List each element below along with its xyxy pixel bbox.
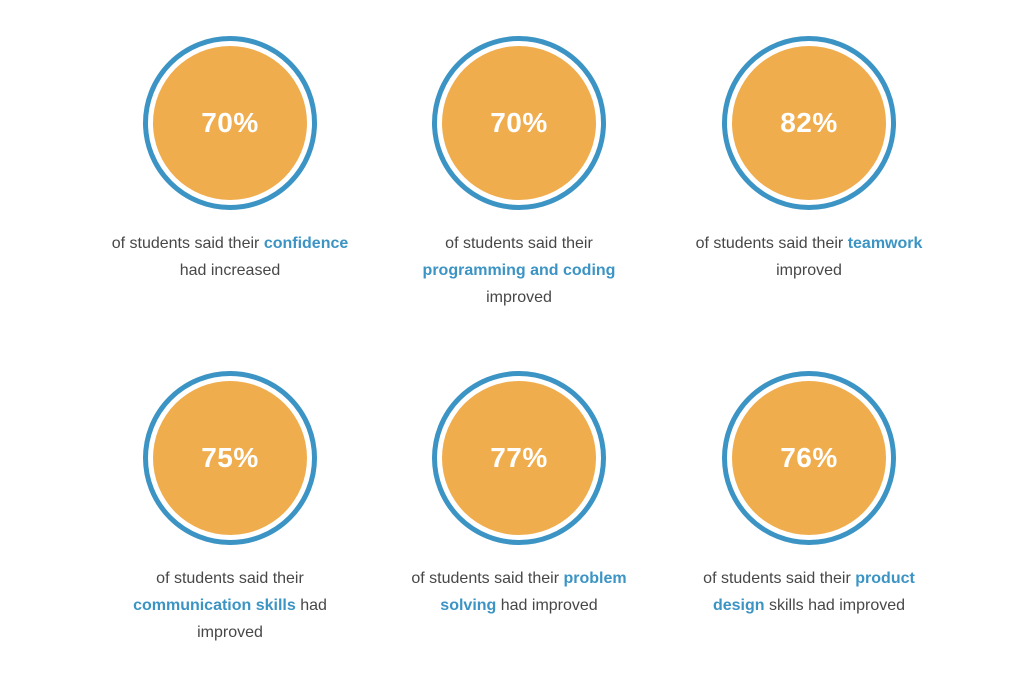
stat-description: of students said their problem solving ha… [369,565,669,619]
description-line: solving had improved [369,592,669,619]
highlight-text: problem [563,570,627,587]
stat-circle: 76% [722,371,896,545]
description-text: of students said their [156,570,304,587]
stat-disc: 82% [732,46,886,200]
description-text: improved [486,289,552,306]
stat-circle: 75% [143,371,317,545]
description-line: design skills had improved [659,592,959,619]
description-text: of students said their [111,235,264,252]
stat-disc: 76% [732,381,886,535]
stat-description: of students said their teamwork improved [659,230,959,284]
stat-description: of students said their communication skil… [80,565,380,646]
description-text: of students said their [695,235,848,252]
description-text: of students said their [703,570,856,587]
stat-disc: 70% [442,46,596,200]
description-line: improved [659,257,959,284]
stat-percentage: 70% [201,107,259,138]
highlight-text: confidence [263,235,349,252]
description-text: improved [776,262,842,279]
description-text: had [295,597,327,614]
description-line: programming and coding [369,257,669,284]
highlight-text: programming and coding [422,262,616,279]
stat-disc: 75% [153,381,307,535]
stat-percentage: 76% [780,442,838,473]
highlight-text: teamwork [847,235,923,252]
description-text: improved [197,624,263,641]
description-line: of students said their [369,230,669,257]
stat-circle: 77% [432,371,606,545]
description-text: had improved [496,597,598,614]
stat-description: of students said their programming and co… [369,230,669,311]
description-line: had increased [80,257,380,284]
description-text: of students said their [445,235,593,252]
description-line: of students said their [80,565,380,592]
description-text: had increased [179,262,281,279]
stat-description: of students said their product design ski… [659,565,959,619]
description-line: of students said their confidence [80,230,380,257]
description-line: communication skills had [80,592,380,619]
description-text: of students said their [411,570,564,587]
stat-disc: 70% [153,46,307,200]
highlight-text: communication skills [133,597,296,614]
highlight-text: product [855,570,915,587]
stat-circle: 82% [722,36,896,210]
stat-circle: 70% [143,36,317,210]
description-line: of students said their product [659,565,959,592]
stat-circle: 70% [432,36,606,210]
description-line: improved [80,619,380,646]
stat-description: of students said their confidence had inc… [80,230,380,284]
stat-percentage: 70% [490,107,548,138]
highlight-text: solving [440,597,497,614]
stat-percentage: 77% [490,442,548,473]
stat-percentage: 82% [780,107,838,138]
stat-disc: 77% [442,381,596,535]
description-line: improved [369,284,669,311]
description-line: of students said their teamwork [659,230,959,257]
description-line: of students said their problem [369,565,669,592]
highlight-text: design [712,597,765,614]
description-text: skills had improved [764,597,906,614]
stat-percentage: 75% [201,442,259,473]
